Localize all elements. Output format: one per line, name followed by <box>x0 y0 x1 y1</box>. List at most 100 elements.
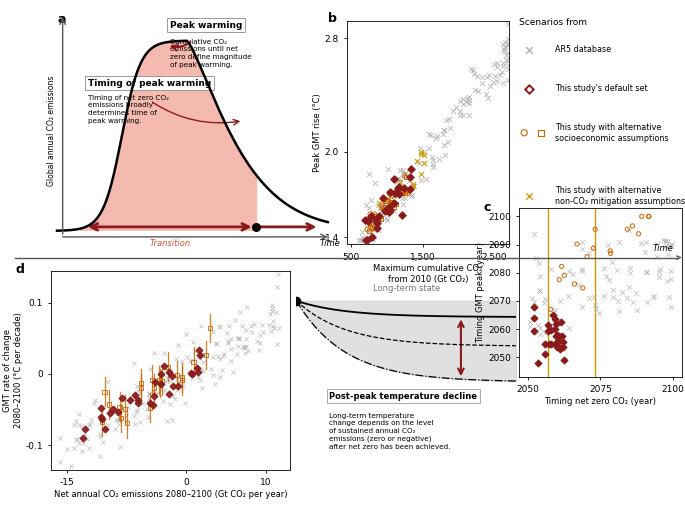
Point <box>88 399 99 408</box>
Point <box>651 240 662 248</box>
Point <box>159 361 170 370</box>
Point <box>383 208 394 216</box>
Point <box>84 421 95 430</box>
Point <box>173 382 184 391</box>
Point <box>553 342 564 351</box>
Point <box>363 227 374 235</box>
Point <box>85 416 96 424</box>
Point <box>622 225 633 233</box>
Point <box>210 340 221 348</box>
Text: Post-peak temperature decline: Post-peak temperature decline <box>329 392 477 401</box>
Point <box>368 235 379 243</box>
Point <box>393 174 403 182</box>
Point <box>216 366 227 375</box>
Point <box>665 267 676 276</box>
Point <box>503 76 514 84</box>
Point <box>195 354 206 363</box>
Point <box>499 44 510 53</box>
Point <box>156 385 167 394</box>
Point <box>551 343 562 351</box>
Point <box>529 303 540 311</box>
Point <box>388 175 399 184</box>
Point <box>401 188 412 197</box>
Point <box>428 160 439 168</box>
Point <box>397 210 408 219</box>
Point <box>663 237 674 246</box>
Point <box>577 284 588 292</box>
Point <box>481 73 492 81</box>
Point <box>603 276 614 284</box>
Point <box>605 249 616 258</box>
Point <box>590 225 601 233</box>
Point <box>415 169 426 178</box>
Point <box>364 218 375 227</box>
Point <box>499 38 510 46</box>
Point <box>253 346 264 354</box>
Point <box>272 340 283 348</box>
Point <box>425 131 436 139</box>
Point <box>392 186 403 194</box>
Point <box>554 345 565 353</box>
Point <box>249 319 260 328</box>
Point <box>125 395 136 404</box>
Point <box>612 297 623 305</box>
Point <box>180 329 191 338</box>
Point <box>416 147 427 156</box>
Point <box>558 337 569 346</box>
Text: Long-term state: Long-term state <box>373 284 440 293</box>
Point <box>365 220 376 228</box>
Point <box>477 73 488 81</box>
Point <box>119 395 130 403</box>
Point <box>444 115 455 124</box>
Point <box>158 397 169 405</box>
Point <box>423 144 434 152</box>
Point <box>366 233 377 241</box>
Point <box>448 107 459 116</box>
X-axis label: Maximum cumulative CO₂
from 2010 (Gt CO₂): Maximum cumulative CO₂ from 2010 (Gt CO₂… <box>373 265 483 284</box>
Point <box>403 185 414 194</box>
Point <box>373 214 384 222</box>
Point <box>192 353 203 361</box>
Point <box>149 384 160 392</box>
Point <box>559 271 570 279</box>
Point <box>145 403 155 412</box>
Point <box>600 272 611 280</box>
Point <box>162 374 173 382</box>
Point <box>77 422 88 430</box>
Point <box>497 40 508 48</box>
Point <box>500 43 511 51</box>
Point <box>369 210 380 219</box>
Point <box>269 324 280 332</box>
Text: Peak warming: Peak warming <box>170 21 242 30</box>
Point <box>613 238 624 246</box>
Point <box>534 286 545 294</box>
Point <box>588 244 599 252</box>
Point <box>362 236 373 244</box>
Point <box>397 200 408 208</box>
Point <box>551 331 562 340</box>
Text: Timing of net zero CO₂
emissions broadly
determines time of
peak warming.: Timing of net zero CO₂ emissions broadly… <box>88 95 169 124</box>
Point <box>551 332 562 340</box>
Point <box>273 324 284 332</box>
Point <box>406 165 416 174</box>
Point <box>155 370 166 378</box>
Point <box>547 311 558 319</box>
Point <box>577 238 588 247</box>
Point <box>200 351 211 360</box>
Point <box>545 340 556 348</box>
Point <box>663 241 674 250</box>
X-axis label: Timing net zero CO₂ (year): Timing net zero CO₂ (year) <box>545 397 656 406</box>
Point <box>364 216 375 225</box>
Point <box>390 187 401 196</box>
Y-axis label: Timing GMT peak (year): Timing GMT peak (year) <box>476 242 485 343</box>
Point <box>576 245 587 253</box>
Point <box>395 175 406 183</box>
Point <box>442 138 453 146</box>
Point <box>529 298 540 306</box>
Point <box>81 435 92 443</box>
Point <box>95 452 105 460</box>
Point <box>385 197 396 206</box>
Point <box>359 236 370 244</box>
Point <box>480 90 491 98</box>
Point <box>161 376 172 385</box>
